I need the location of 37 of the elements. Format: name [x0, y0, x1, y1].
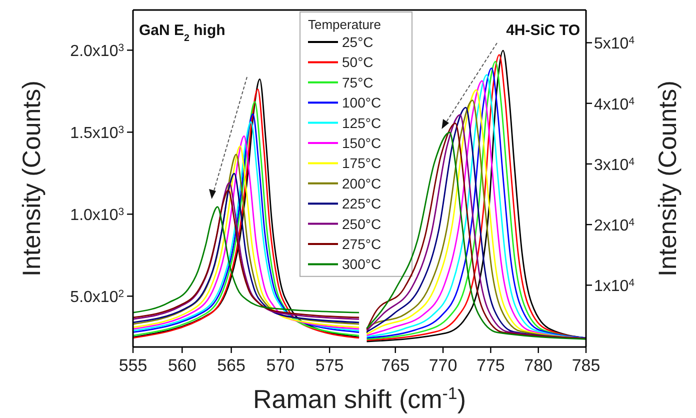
y2-tick-label: 1x10$^{4}$ — [594, 278, 635, 296]
y2-tick-label: 3x10$^{4}$ — [594, 156, 635, 174]
x-tick-label: 780 — [524, 356, 553, 375]
x-tick-label: 555 — [118, 356, 148, 375]
y2-tick-label: 2x10$^{4}$ — [594, 217, 635, 235]
legend-label: 250°C — [342, 216, 382, 232]
y-axis-title: Intensity (Counts) — [18, 80, 46, 276]
legend-title: Temperature — [308, 17, 381, 32]
y-tick-label: 5.0x10$^{2}$ — [70, 288, 124, 306]
y2-tick-label: 5x10$^{4}$ — [594, 35, 635, 53]
y-tick-label: 2.0x10$^{3}$ — [70, 42, 124, 60]
annotation: GaN E$_{2}$ high — [139, 22, 226, 44]
legend-label: 25°C — [342, 34, 374, 50]
x-tick-label: 770 — [428, 356, 458, 375]
legend-label: 100°C — [342, 94, 382, 111]
legend-label: 200°C — [342, 175, 382, 192]
y-tick-label: 1.0x10$^{3}$ — [70, 206, 124, 224]
y-tick-label: 1.5x10$^{3}$ — [70, 124, 124, 142]
legend-label: 125°C — [342, 114, 382, 131]
x-axis-title: Raman shift (cm$^{-1}$) — [253, 384, 466, 414]
x-tick-label: 775 — [476, 356, 505, 375]
legend-label: 50°C — [342, 54, 374, 70]
legend-label: 225°C — [342, 196, 382, 212]
x-tick-label: 575 — [315, 356, 344, 375]
annotation: 4H-SiC TO — [506, 22, 580, 39]
legend-label: 275°C — [342, 236, 382, 252]
x-tick-label: 765 — [381, 356, 410, 375]
y2-axis-title: Intensity (Counts) — [654, 80, 682, 276]
legend-label: 300°C — [342, 256, 382, 272]
x-tick-label: 570 — [266, 356, 295, 375]
legend-label: 75°C — [342, 74, 374, 90]
legend-label: 175°C — [342, 155, 382, 172]
x-tick-label: 565 — [217, 356, 246, 375]
y2-tick-label: 4x10$^{4}$ — [594, 96, 635, 114]
x-tick-label: 560 — [168, 356, 196, 375]
x-tick-label: 785 — [572, 356, 600, 375]
legend-label: 150°C — [342, 135, 382, 151]
